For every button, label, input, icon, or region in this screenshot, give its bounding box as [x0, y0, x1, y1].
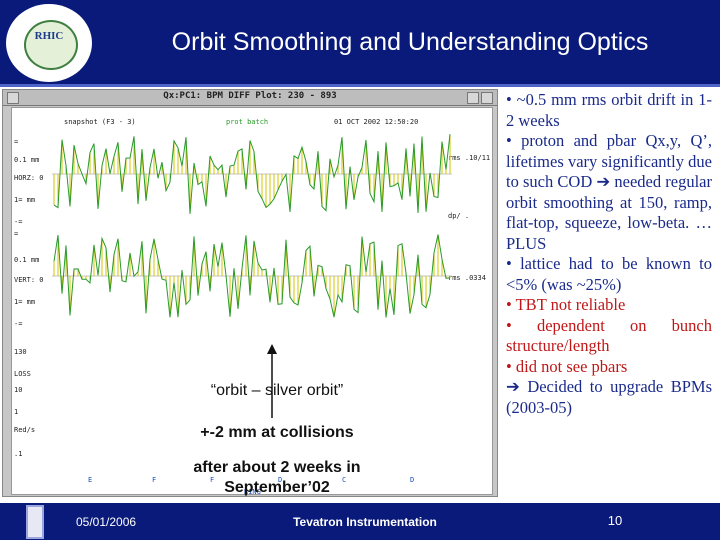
footer-date: 05/01/2006 [76, 515, 137, 529]
window-title: Qx:PC1: BPM DIFF Plot: 230 - 893 [163, 91, 337, 101]
bottom-axis-label: D [410, 476, 415, 484]
bullet-item: • lattice had to be known to <5% (was ~2… [506, 254, 712, 294]
bottom-axis-label: C [342, 476, 347, 484]
rhic-logo: RHIC [6, 4, 92, 82]
bpm-traces [52, 134, 452, 418]
window-menu-icon [7, 92, 19, 104]
plot-panel: snapshot (F3 - 3) prot batch 01 OCT 2002… [11, 107, 493, 496]
left-axis-label: -= [14, 320, 23, 328]
bullet-item: • proton and pbar Qx,y, Q’, lifetimes va… [506, 131, 712, 253]
footer-bookmark-icon [26, 505, 44, 539]
left-axis-label: 10 [14, 386, 23, 394]
maximize-icon [481, 92, 493, 104]
bottom-axis-label: D [278, 476, 283, 484]
vertical-trace-line [53, 234, 451, 318]
window-titlebar: Qx:PC1: BPM DIFF Plot: 230 - 893 [3, 90, 497, 106]
annotation-arrow-head [267, 344, 277, 354]
timestamp-label: 01 OCT 2002 12:50:20 [334, 118, 419, 126]
minimize-icon [467, 92, 479, 104]
snapshot-label: snapshot (F3 - 3) [64, 118, 136, 126]
slide-title: Orbit Smoothing and Understanding Optics [171, 28, 649, 56]
prot-batch-label: prot batch [226, 118, 269, 126]
left-axis-label: 1= mm [14, 196, 36, 204]
bullet-item: ➔ Decided to upgrade BPMs (2003-05) [506, 377, 712, 417]
logo-text: RHIC [34, 30, 64, 42]
bpm-plot-screenshot: Qx:PC1: BPM DIFF Plot: 230 - 893 snapsho… [2, 89, 498, 497]
left-axis-label: = [14, 230, 19, 238]
header-divider [0, 84, 720, 87]
bullet-item: • ~0.5 mm rms orbit drift in 1-2 weeks [506, 90, 712, 130]
left-axis-label: -= [14, 218, 23, 226]
left-axis-label: 0.1 mm [14, 156, 40, 164]
bottom-axis-label: RING [244, 488, 261, 496]
right-axis-label: rms .0334 [448, 274, 486, 282]
annotation-line-1: “orbit – silver orbit” [210, 382, 344, 399]
left-axis-label: Red/s [14, 426, 36, 434]
bullet-list: • ~0.5 mm rms orbit drift in 1-2 weeks • … [506, 90, 712, 418]
left-axis-label: 0.1 mm [14, 256, 40, 264]
footer-title: Tevatron Instrumentation [293, 515, 437, 529]
left-axis-label: LOSS [14, 370, 31, 378]
left-axis-label: VERT: 0 [14, 276, 44, 284]
horizontal-trace-line [53, 134, 451, 214]
logo-emblem [24, 20, 78, 70]
left-axis-label: .1 [14, 450, 23, 458]
bottom-axis-label: E [88, 476, 93, 484]
right-axis-label: rms .10/11 [448, 154, 491, 162]
left-axis-label: 130 [14, 348, 27, 356]
bottom-axis-label: F [152, 476, 157, 484]
page-number: 10 [607, 513, 623, 528]
bottom-axis-label: F [210, 476, 215, 484]
bullet-item: • dependent on bunch structure/length [506, 315, 712, 356]
bullet-item: • TBT not reliable [506, 295, 626, 314]
slide-header: RHIC Orbit Smoothing and Understanding O… [0, 0, 720, 87]
annotation-line-3: after about 2 weeks in September’02 [193, 459, 361, 496]
left-axis-label: 1= mm [14, 298, 36, 306]
left-axis-label: 1 [14, 408, 19, 416]
left-axis-label: = [14, 138, 19, 146]
right-axis-label: dp/ . [448, 212, 470, 220]
left-axis-label: HORZ: 0 [14, 174, 44, 182]
bullet-item: • did not see pbars [506, 356, 628, 376]
slide-footer: 05/01/2006 Tevatron Instrumentation 10 [0, 503, 720, 540]
annotation-line-2: +-2 mm at collisions [200, 424, 354, 441]
